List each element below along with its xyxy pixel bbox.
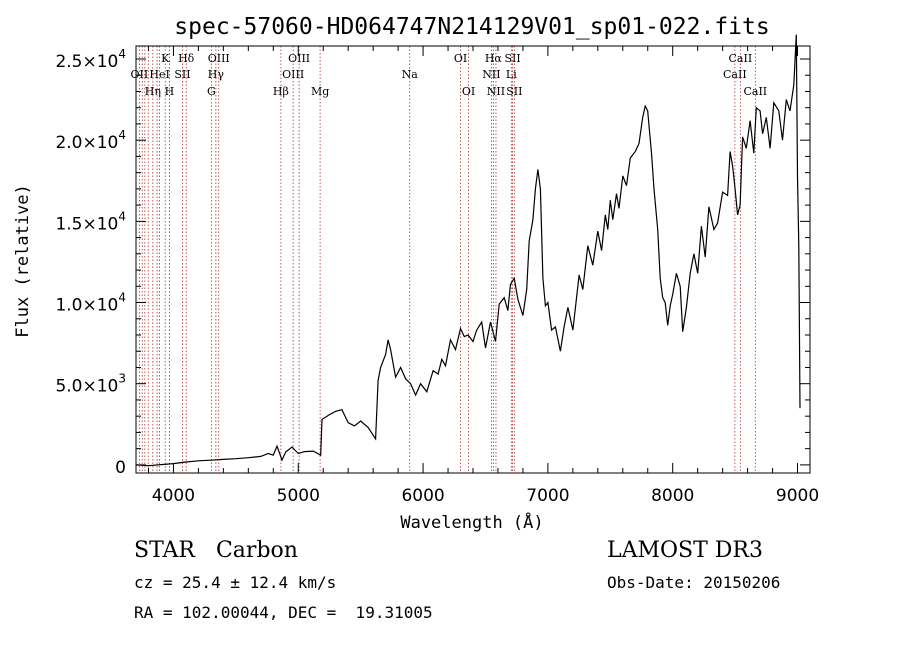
x-tick-label: 8000 (651, 486, 694, 506)
spectral-line-label: CaII (723, 68, 747, 81)
y-tick-label: 5.0×103 (55, 372, 126, 397)
x-tick-label: 6000 (401, 486, 444, 506)
x-tick-label: 5000 (277, 486, 320, 506)
spectral-line-label: HeI (149, 68, 169, 81)
y-tick-mantissa: 1.5×10 (55, 214, 118, 234)
spectral-line-label: OI (454, 52, 467, 65)
spectral-line-label: K (161, 52, 170, 65)
spectral-line-label: NII (487, 85, 505, 98)
spectral-line-label: SII (506, 85, 522, 98)
spectral-line-label: NII (482, 68, 500, 81)
object-class: STAR Carbon (134, 538, 298, 563)
observation-date: Obs-Date: 20150206 (607, 573, 781, 592)
y-tick-exponent: 4 (118, 291, 126, 305)
plot-frame (135, 45, 811, 474)
y-tick-mantissa: 0 (115, 458, 126, 478)
spectral-line-label: SII (174, 68, 190, 81)
y-tick-label: 2.5×104 (55, 47, 126, 72)
x-axis: 4000 5000 6000 7000 8000 9000 (147, 46, 819, 506)
y-tick-mantissa: 2.5×10 (55, 52, 118, 72)
x-tick-label: 7000 (526, 486, 569, 506)
survey-name: LAMOST DR3 (607, 538, 763, 563)
spectral-line-label: Hδ (178, 52, 195, 65)
y-tick-label: 2.0×104 (55, 128, 126, 153)
spectral-line-label: H (165, 85, 175, 98)
spectral-line-label: Li (506, 68, 517, 81)
y-tick-mantissa: 2.0×10 (55, 133, 118, 153)
flux-series-line (135, 34, 801, 467)
spectral-line-label: OI (462, 85, 475, 98)
spectral-line-label: OIII (208, 52, 230, 65)
x-axis-label: Wavelength (Å) (400, 511, 543, 533)
spectral-line-label: OIII (288, 52, 310, 65)
x-tick-label: 4000 (152, 486, 195, 506)
y-tick-label: 1.0×104 (55, 291, 126, 316)
spectral-line-label: OIII (282, 68, 304, 81)
spectral-line-label: CaII (743, 85, 767, 98)
y-tick-label: 0 (115, 458, 126, 478)
spectral-line-label: Hη (145, 85, 161, 98)
y-tick-label: 1.5×104 (55, 209, 126, 234)
spectral-line-labels: OII Hη HeI K H SII Hδ G Hγ OIII Hβ OIII OIII Mg Na OI OI… (131, 52, 768, 98)
y-tick-exponent: 4 (118, 128, 126, 142)
spectral-line-label: Hα (485, 52, 503, 65)
x-tick-label: 9000 (776, 486, 819, 506)
y-tick-mantissa: 5.0×10 (55, 377, 118, 397)
spectral-line-markers (138, 46, 756, 473)
y-axis-label: Flux (relative) (13, 184, 33, 338)
spectral-line-label: Na (402, 68, 419, 81)
redshift-velocity: cz = 25.4 ± 12.4 km/s (134, 573, 337, 592)
y-tick-exponent: 4 (118, 209, 126, 223)
chart-title: spec-57060-HD064747N214129V01_sp01-022.f… (174, 14, 769, 40)
coordinates: RA = 102.00044, DEC = 19.31005 (134, 603, 433, 622)
spectral-line-label: SII (504, 52, 520, 65)
spectral-line-label: G (207, 85, 216, 98)
y-tick-exponent: 4 (118, 47, 126, 61)
spectral-line-label: Hβ (273, 85, 289, 98)
spectral-line-label: CaII (729, 52, 753, 65)
spectral-line-label: Mg (311, 85, 329, 98)
y-tick-exponent: 3 (118, 372, 126, 386)
spectral-line-label: Hγ (208, 68, 225, 81)
spectral-line-label: OII (131, 68, 149, 81)
y-tick-mantissa: 1.0×10 (55, 296, 118, 316)
